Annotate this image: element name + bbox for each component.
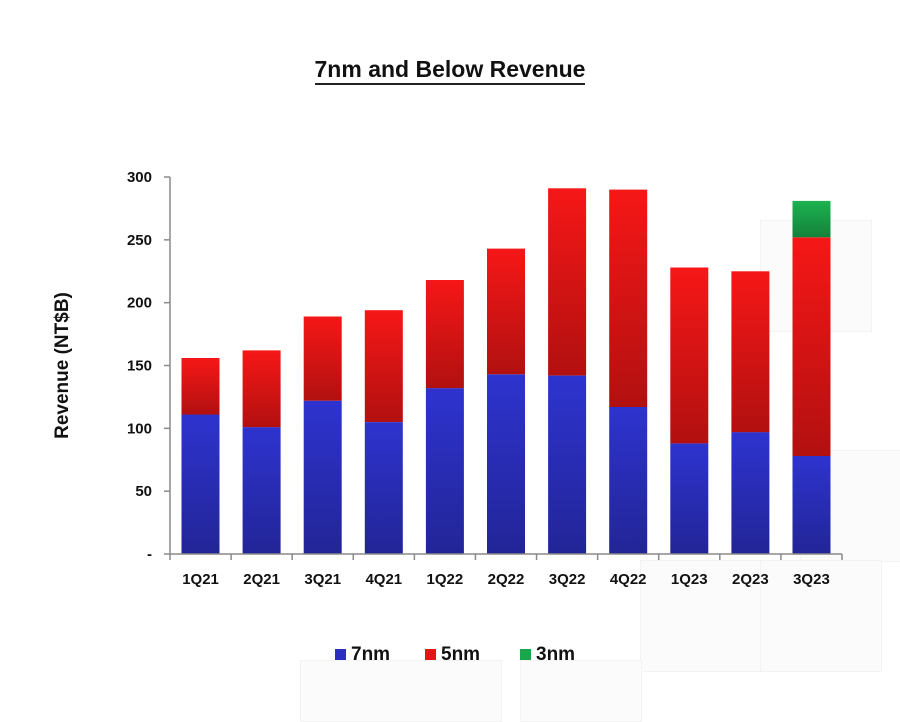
legend-label: 3nm (536, 644, 575, 665)
bar-7nm-2Q21 (242, 427, 281, 554)
x-tick-label: 4Q21 (365, 571, 402, 588)
bar-7nm-1Q21 (181, 414, 220, 554)
x-tick-label: 2Q21 (243, 571, 280, 588)
bar-5nm-2Q22 (487, 248, 525, 375)
background-tile (760, 560, 882, 672)
legend-label: 7nm (351, 644, 390, 665)
y-tick-label: 300 (127, 169, 152, 186)
y-tick-label: 100 (127, 420, 152, 437)
bar-5nm-4Q22 (609, 189, 648, 407)
y-axis-title: Revenue (NT$B) (52, 292, 73, 439)
bar-7nm-3Q22 (548, 375, 587, 554)
bar-7nm-1Q22 (425, 388, 464, 554)
background-tile (520, 660, 642, 722)
bar-5nm-1Q21 (181, 358, 220, 415)
legend-swatch (425, 649, 436, 660)
bar-7nm-2Q23 (731, 432, 770, 554)
legend-item-7nm: 7nm (335, 644, 390, 665)
bar-5nm-2Q21 (242, 350, 281, 428)
bar-7nm-4Q21 (364, 422, 403, 554)
bar-7nm-3Q23 (792, 456, 831, 554)
x-tick-label: 3Q21 (304, 571, 341, 588)
legend-label: 5nm (441, 644, 480, 665)
legend-item-3nm: 3nm (520, 644, 575, 665)
bar-5nm-1Q22 (425, 280, 464, 389)
x-tick-label: 3Q23 (793, 571, 830, 588)
bar-7nm-3Q21 (303, 400, 342, 554)
chart-title: 7nm and Below Revenue (0, 56, 900, 85)
legend-swatch (335, 649, 346, 660)
bar-5nm-3Q22 (548, 188, 587, 376)
bar-5nm-2Q23 (731, 271, 770, 433)
y-tick-label: 150 (127, 358, 152, 375)
x-tick-label: 4Q22 (610, 571, 647, 588)
x-tick-label: 1Q21 (182, 571, 219, 588)
y-tick-label: 50 (135, 483, 152, 500)
x-tick-label: 1Q22 (427, 571, 464, 588)
y-tick-label: 200 (127, 295, 152, 312)
x-tick-label: 2Q22 (488, 571, 525, 588)
bar-7nm-4Q22 (609, 407, 648, 554)
bar-5nm-3Q23 (792, 237, 831, 456)
background-tile (300, 660, 502, 722)
background-tile (640, 560, 762, 672)
x-tick-label: 2Q23 (732, 571, 769, 588)
bar-5nm-1Q23 (670, 267, 709, 444)
y-tick-label: 250 (127, 232, 152, 249)
bar-7nm-1Q23 (670, 443, 709, 554)
legend-swatch (520, 649, 531, 660)
bar-5nm-4Q21 (364, 310, 403, 422)
x-tick-label: 1Q23 (671, 571, 708, 588)
bar-3nm-3Q23 (792, 200, 831, 238)
legend-item-5nm: 5nm (425, 644, 480, 665)
y-tick-label: - (147, 546, 152, 563)
bar-5nm-3Q21 (303, 316, 342, 401)
bar-7nm-2Q22 (487, 374, 525, 554)
x-tick-label: 3Q22 (549, 571, 586, 588)
